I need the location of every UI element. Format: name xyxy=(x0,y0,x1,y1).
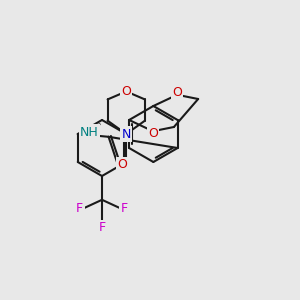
Text: O: O xyxy=(117,158,127,172)
Text: O: O xyxy=(172,86,182,99)
Text: F: F xyxy=(76,202,83,215)
Text: N: N xyxy=(122,128,131,140)
Text: O: O xyxy=(148,127,158,140)
Text: NH: NH xyxy=(80,125,99,139)
Text: F: F xyxy=(121,202,128,215)
Text: O: O xyxy=(121,85,131,98)
Text: F: F xyxy=(98,221,106,234)
